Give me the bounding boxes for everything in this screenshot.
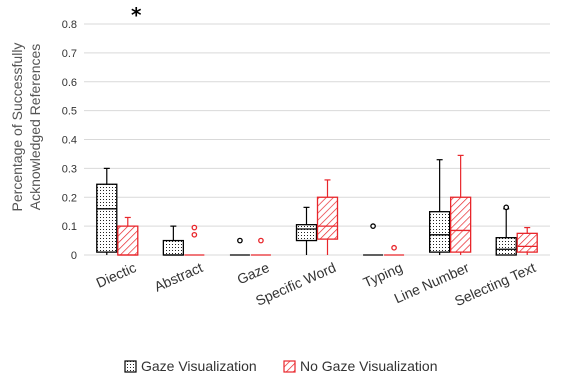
- series-gaze-visualization: [96, 159, 517, 256]
- legend: Gaze Visualization No Gaze Visualization: [124, 358, 437, 374]
- y-axis-label-line2: Acknowledged References: [27, 44, 43, 211]
- box-iqr: [428, 211, 451, 253]
- outlier-point: [237, 237, 243, 244]
- box-series: [96, 154, 538, 256]
- category-label: Gaze: [235, 259, 272, 287]
- box-iqr: [316, 196, 339, 240]
- box-selecting-text: [495, 204, 517, 256]
- box-diectic: [117, 216, 139, 256]
- box-iqr: [495, 237, 517, 256]
- category-label: Typing: [361, 259, 405, 290]
- box-iqr: [516, 232, 538, 253]
- legend-label-gaze-visualization: Gaze Visualization: [141, 358, 257, 374]
- box-typing: [363, 223, 384, 256]
- outlier-point: [370, 223, 376, 229]
- outlier-point: [503, 204, 510, 211]
- box-selecting-text: [516, 226, 538, 255]
- series-no-gaze-visualization: [117, 154, 538, 256]
- y-tick-labels: 0 0.1 0.2 0.3 0.4 0.5 0.6 0.7 0.8: [62, 19, 77, 262]
- category-label: Diectic: [94, 259, 139, 291]
- y-tick-label: 0.6: [62, 77, 77, 89]
- box-gaze: [229, 237, 250, 256]
- box-specific-word: [295, 206, 318, 255]
- y-tick-label: 0.5: [62, 106, 77, 118]
- category-label: Abstract: [152, 259, 206, 295]
- box-abstract: [184, 224, 205, 256]
- y-tick-label: 0.7: [62, 48, 77, 60]
- legend-label-no-gaze-visualization: No Gaze Visualization: [300, 358, 437, 374]
- y-gridlines: [84, 23, 550, 256]
- box-iqr: [96, 183, 118, 253]
- legend-swatch-gaze-visualization: [124, 360, 137, 373]
- y-tick-label: 0.1: [62, 221, 77, 233]
- box-iqr: [117, 225, 139, 256]
- box-specific-word: [316, 179, 339, 255]
- box-line-number: [428, 159, 451, 255]
- box-iqr: [449, 196, 472, 253]
- outlier-point: [258, 237, 264, 244]
- y-tick-label: 0.2: [62, 192, 77, 204]
- outlier-point: [191, 231, 198, 238]
- box-iqr: [162, 239, 185, 256]
- box-line-number: [449, 154, 472, 255]
- box-diectic: [96, 167, 118, 255]
- y-tick-label: 0.8: [62, 19, 77, 31]
- box-typing: [384, 244, 405, 256]
- significance-marker: *: [131, 3, 142, 27]
- box-iqr: [295, 224, 318, 242]
- legend-swatch-no-gaze-visualization: [283, 360, 296, 373]
- y-tick-label: 0: [71, 250, 77, 262]
- box-abstract: [162, 225, 185, 256]
- outlier-point: [391, 244, 397, 251]
- box-gaze: [250, 237, 271, 256]
- y-tick-label: 0.4: [62, 135, 77, 147]
- y-tick-label: 0.3: [62, 163, 77, 175]
- y-axis-label-line1: Percentage of Successfully: [9, 43, 25, 212]
- outlier-point: [191, 224, 198, 231]
